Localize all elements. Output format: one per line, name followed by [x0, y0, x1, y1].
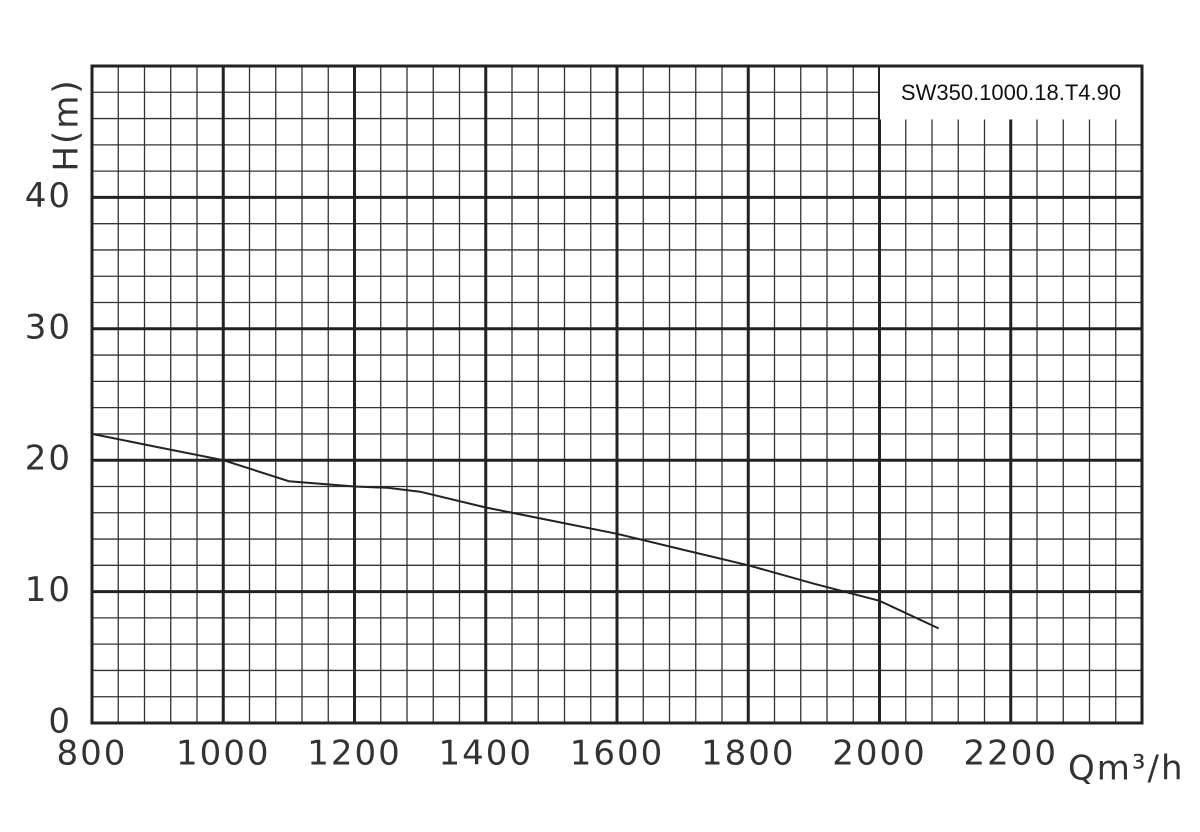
y-tick-label: 10 — [25, 570, 72, 610]
annotation-box — [880, 67, 1141, 120]
y-tick-label: 20 — [25, 439, 72, 479]
y-tick-label: 40 — [25, 176, 72, 216]
x-tick-label: 2000 — [832, 734, 927, 774]
x-tick-label: 1400 — [438, 734, 533, 774]
y-tick-label: 0 — [48, 702, 72, 742]
x-tick-label: 1600 — [570, 734, 665, 774]
x-tick-label: 1800 — [701, 734, 796, 774]
x-tick-label: 1200 — [307, 734, 402, 774]
x-tick-label: 800 — [57, 734, 128, 774]
plot-frame — [90, 64, 1144, 725]
y-axis-label: H(m) — [47, 78, 87, 171]
x-axis-label: Qm³/h — [1068, 749, 1185, 789]
x-tick-label: 1000 — [176, 734, 271, 774]
curve — [91, 432, 940, 630]
x-tick-label: 2200 — [963, 734, 1058, 774]
y-tick-label: 30 — [25, 307, 72, 347]
annotation: SW350.1000.18.T4.90 — [901, 80, 1121, 105]
